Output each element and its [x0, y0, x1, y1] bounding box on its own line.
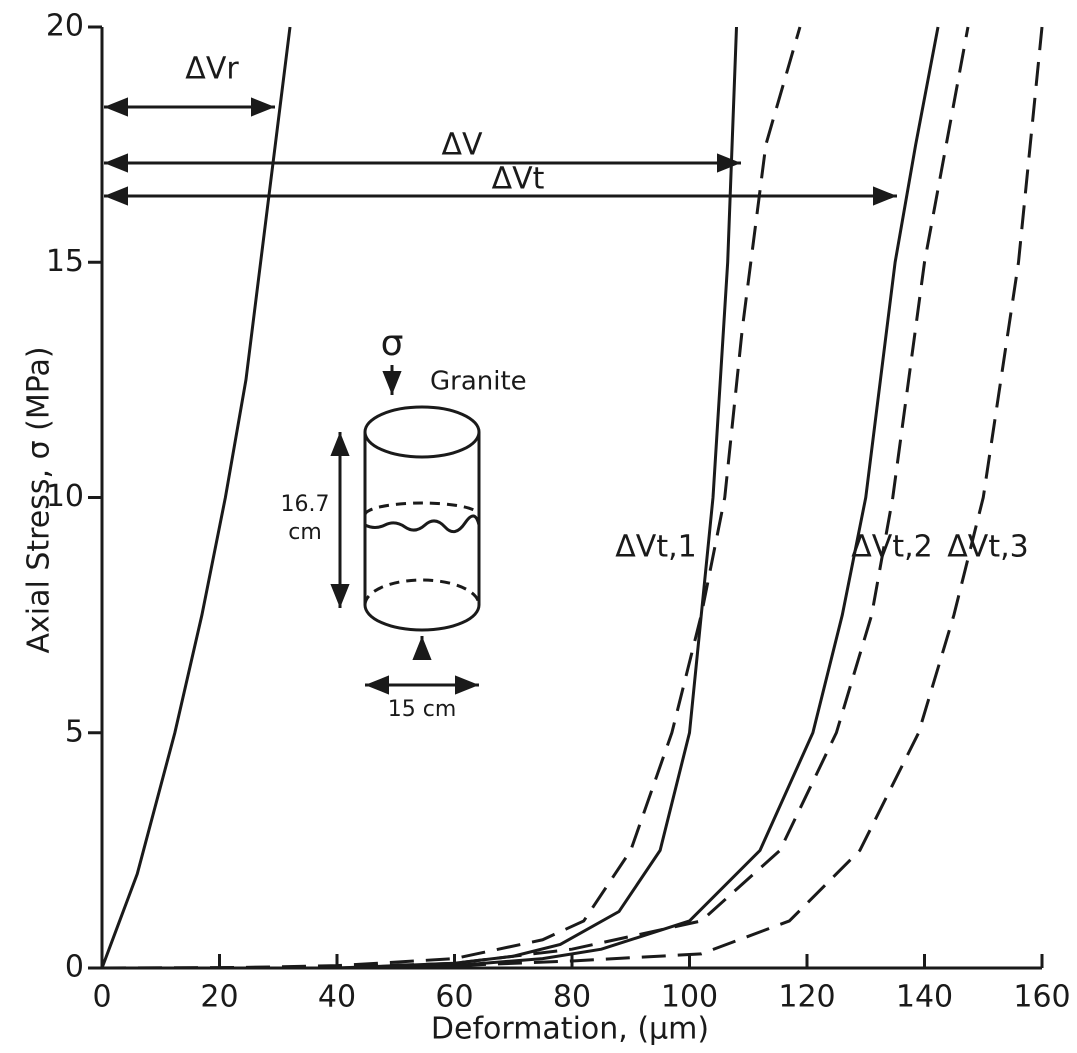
series-line	[336, 26, 940, 970]
series-line	[100, 26, 292, 969]
y-tick-label: 5	[65, 714, 84, 749]
inset-height-unit: cm	[288, 520, 322, 545]
inset-material: Granite	[430, 367, 527, 397]
x-tick-label: 160	[1013, 980, 1070, 1015]
inset-height: 16.7	[281, 492, 330, 517]
series-label: ΔVt	[492, 162, 545, 197]
series-label: ΔVt,1	[615, 530, 696, 565]
inset-diameter: 15 cm	[388, 697, 457, 722]
x-tick-label: 40	[318, 980, 356, 1015]
x-tick-label: 120	[778, 980, 835, 1015]
cylinder-bottom	[363, 604, 481, 632]
series-label: ΔVt,3	[947, 530, 1028, 565]
y-axis-label: Axial Stress, σ (MPa)	[22, 346, 57, 653]
x-tick-label: 140	[896, 980, 953, 1015]
x-tick-label: 80	[553, 980, 591, 1015]
x-tick-label: 20	[200, 980, 238, 1015]
x-axis-label: Deformation, (μm)	[431, 1012, 709, 1047]
y-tick-label: 20	[46, 9, 84, 44]
series-label: ΔV	[441, 128, 483, 163]
x-tick-label: 100	[661, 980, 718, 1015]
x-tick-label: 0	[92, 980, 111, 1015]
series-label: ΔVt,2	[851, 530, 932, 565]
y-tick-label: 10	[46, 479, 84, 514]
series-line	[101, 26, 970, 970]
y-tick-label: 0	[65, 950, 84, 985]
x-tick-label: 60	[435, 980, 473, 1015]
series-label: ΔVr	[185, 52, 239, 87]
series-line	[102, 26, 802, 970]
joint	[364, 514, 481, 534]
y-tick-label: 15	[46, 244, 84, 279]
cylinder-bottom-back	[363, 578, 481, 606]
cylinder-top	[363, 405, 481, 459]
specimen-inset: σ Granite 16.7 cm 15 cm	[281, 323, 527, 722]
joint-back	[363, 501, 481, 516]
series-line	[102, 26, 1044, 970]
inset-symbol: σ	[381, 323, 404, 364]
